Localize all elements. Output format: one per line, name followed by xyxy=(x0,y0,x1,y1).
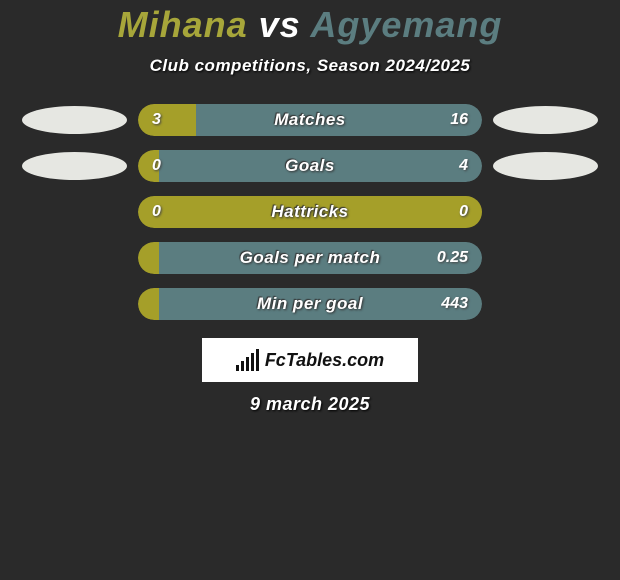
player-a-name: Mihana xyxy=(118,4,248,45)
stat-label: Min per goal xyxy=(138,288,482,320)
logo-box[interactable]: FcTables.com xyxy=(202,338,418,382)
player-b-name: Agyemang xyxy=(310,4,502,45)
stat-row: Min per goal443 xyxy=(0,288,620,320)
stat-row: 3Matches16 xyxy=(0,104,620,136)
value-b: 443 xyxy=(441,288,468,320)
stat-bar: 3Matches16 xyxy=(138,104,482,136)
stats-list: 3Matches160Goals40Hattricks0Goals per ma… xyxy=(0,104,620,320)
vs-text: vs xyxy=(259,4,301,45)
stat-bar: 0Goals4 xyxy=(138,150,482,182)
page-title: Mihana vs Agyemang xyxy=(0,4,620,46)
value-b: 4 xyxy=(459,150,468,182)
date-text: 9 march 2025 xyxy=(0,394,620,415)
stat-label: Goals per match xyxy=(138,242,482,274)
stat-bar: 0Hattricks0 xyxy=(138,196,482,228)
stat-label: Hattricks xyxy=(138,196,482,228)
team-a-badge xyxy=(22,106,127,134)
comparison-card: Mihana vs Agyemang Club competitions, Se… xyxy=(0,0,620,415)
stat-bar: Min per goal443 xyxy=(138,288,482,320)
value-b: 0 xyxy=(459,196,468,228)
stat-row: 0Goals4 xyxy=(0,150,620,182)
team-b-badge xyxy=(493,106,598,134)
stat-bar: Goals per match0.25 xyxy=(138,242,482,274)
team-b-badge xyxy=(493,152,598,180)
value-b: 16 xyxy=(450,104,468,136)
stat-label: Matches xyxy=(138,104,482,136)
team-a-badge xyxy=(22,152,127,180)
logo-text: FcTables.com xyxy=(265,350,384,371)
subtitle: Club competitions, Season 2024/2025 xyxy=(0,56,620,76)
logo-icon xyxy=(236,349,259,371)
stat-row: 0Hattricks0 xyxy=(0,196,620,228)
stat-label: Goals xyxy=(138,150,482,182)
stat-row: Goals per match0.25 xyxy=(0,242,620,274)
value-b: 0.25 xyxy=(437,242,468,274)
